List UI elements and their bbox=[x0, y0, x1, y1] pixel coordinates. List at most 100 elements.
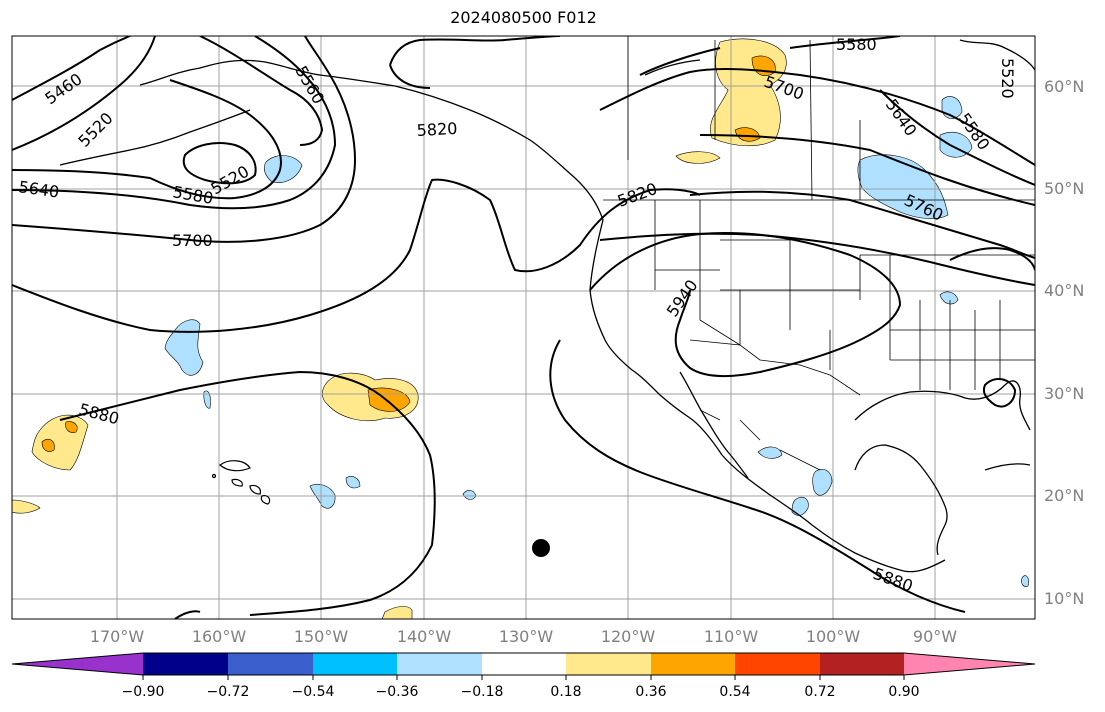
political-borders bbox=[603, 36, 1035, 471]
colorbar-tick-label: 0.18 bbox=[550, 684, 582, 700]
island-hawaii-3 bbox=[249, 484, 261, 495]
lon-label: 160°W bbox=[191, 627, 247, 646]
contour-5580-canada bbox=[639, 36, 901, 76]
island-hawaii-2 bbox=[231, 478, 243, 487]
colorbar-tick-label: −0.36 bbox=[375, 684, 419, 700]
lon-label: 100°W bbox=[805, 627, 861, 646]
coast-alaska-peninsula bbox=[59, 109, 251, 166]
anomaly-blue-pacific-1 bbox=[164, 319, 204, 376]
state-lines-east bbox=[860, 254, 1035, 390]
island-dot bbox=[211, 473, 217, 479]
anomaly-orange-west-2 bbox=[65, 421, 78, 433]
colorbar-segment bbox=[651, 653, 735, 675]
lat-label: 20°N bbox=[1044, 486, 1085, 505]
negative-anomaly-areas bbox=[164, 96, 1029, 587]
contour-5880-east bbox=[549, 339, 966, 613]
colorbar-tick-label: 0.72 bbox=[804, 684, 836, 700]
contour-5580-low bbox=[12, 79, 282, 200]
coast-yucatan bbox=[854, 444, 948, 556]
contour-5820-alaska bbox=[389, 36, 561, 66]
border-canada-prov-2 bbox=[809, 39, 813, 201]
colorbar-segment bbox=[228, 653, 313, 675]
colorbar bbox=[11, 652, 1036, 680]
graticule bbox=[12, 36, 1035, 619]
island-hawaii-4 bbox=[260, 495, 271, 505]
lon-label: 170°W bbox=[89, 627, 145, 646]
lon-label: 150°W bbox=[293, 627, 349, 646]
colorbar-segment bbox=[397, 653, 482, 675]
coastlines bbox=[59, 39, 1035, 573]
coast-baja bbox=[679, 371, 749, 479]
colorbar-segment bbox=[143, 653, 228, 675]
colorbar-tick-label: −0.54 bbox=[291, 684, 335, 700]
lon-label: 130°W bbox=[498, 627, 554, 646]
contour-label: 5520 bbox=[998, 58, 1017, 99]
anomaly-blue-hawaii-2 bbox=[345, 476, 361, 489]
storm-marker-dot bbox=[532, 539, 550, 557]
anomaly-blue-aleutian bbox=[263, 155, 303, 183]
lat-label: 60°N bbox=[1044, 77, 1085, 96]
colorbar-segment bbox=[482, 653, 566, 675]
colorbar-extend-left bbox=[12, 653, 143, 675]
border-us-mexico bbox=[689, 339, 861, 396]
anomaly-yellow-hawaii-w bbox=[12, 499, 41, 514]
islands bbox=[211, 460, 271, 505]
anomaly-blue-pacific-2 bbox=[203, 390, 211, 409]
anomaly-orange-west bbox=[41, 438, 55, 452]
colorbar-tick-label: 0.54 bbox=[719, 684, 751, 700]
map-title: 2024080500 F012 bbox=[450, 8, 597, 27]
anomaly-orange-alaska-canada-2 bbox=[734, 127, 761, 142]
coast-cuba bbox=[984, 463, 1031, 471]
anomaly-blue-mexico-2 bbox=[812, 469, 833, 496]
contour-5820-ak-inner bbox=[389, 64, 431, 89]
coast-west-us bbox=[589, 219, 946, 573]
lon-label: 120°W bbox=[600, 627, 656, 646]
contour-south-west bbox=[174, 610, 201, 619]
contour-5460 bbox=[12, 36, 131, 101]
contour-florida bbox=[982, 378, 1017, 408]
colorbar-segment bbox=[566, 653, 651, 675]
colorbar-tick-label: 0.90 bbox=[888, 684, 920, 700]
contour-5560 bbox=[199, 36, 324, 146]
height-contours bbox=[12, 36, 1035, 619]
colorbar-segment bbox=[313, 653, 397, 675]
contour-label: 5820 bbox=[416, 119, 458, 140]
contour-5520-low bbox=[182, 142, 257, 185]
colorbar-extend-right bbox=[904, 653, 1035, 675]
lat-label: 40°N bbox=[1044, 281, 1085, 300]
lat-label: 50°N bbox=[1044, 179, 1085, 198]
lat-label: 30°N bbox=[1044, 384, 1085, 403]
colorbar-tick-label: −0.90 bbox=[121, 684, 165, 700]
anomaly-yellow-bc bbox=[675, 151, 721, 164]
coast-alaska bbox=[139, 59, 604, 221]
contour-5760-east bbox=[689, 190, 1035, 259]
contour-5700-canada bbox=[599, 67, 1035, 166]
contour-5700 bbox=[12, 36, 357, 243]
contour-5880-main bbox=[59, 370, 436, 616]
lon-label: 110°W bbox=[703, 627, 759, 646]
coast-canada-east bbox=[959, 39, 1035, 71]
colorbar-tick-label: −0.72 bbox=[206, 684, 250, 700]
lon-label: 140°W bbox=[396, 627, 452, 646]
contour-5940 bbox=[589, 231, 902, 378]
positive-anomaly-areas bbox=[12, 38, 787, 619]
coast-hudson bbox=[644, 59, 701, 76]
contour-label: 5580 bbox=[836, 35, 877, 54]
colorbar-segment bbox=[735, 653, 820, 675]
colorbar-tick-label: 0.36 bbox=[635, 684, 667, 700]
anomaly-blue-mexico-3 bbox=[791, 496, 809, 516]
contour-5520-west bbox=[12, 36, 156, 151]
anomaly-yellow-south bbox=[381, 606, 413, 619]
contour-5700-east bbox=[699, 134, 1035, 206]
contour-5640-canada bbox=[879, 89, 1035, 186]
contour-5820-east bbox=[599, 232, 1035, 286]
anomaly-blue-midwest bbox=[939, 291, 959, 305]
state-lines-mexico bbox=[699, 409, 821, 471]
island-hawaii-1 bbox=[219, 460, 251, 472]
colorbar-tick-label: −0.18 bbox=[460, 684, 504, 700]
contour-5640 bbox=[12, 36, 337, 210]
anomaly-blue-gulf bbox=[1021, 575, 1029, 587]
colorbar-segment bbox=[820, 653, 904, 675]
anomaly-blue-mexico-1 bbox=[757, 446, 783, 459]
contour-5820-main bbox=[12, 178, 701, 333]
